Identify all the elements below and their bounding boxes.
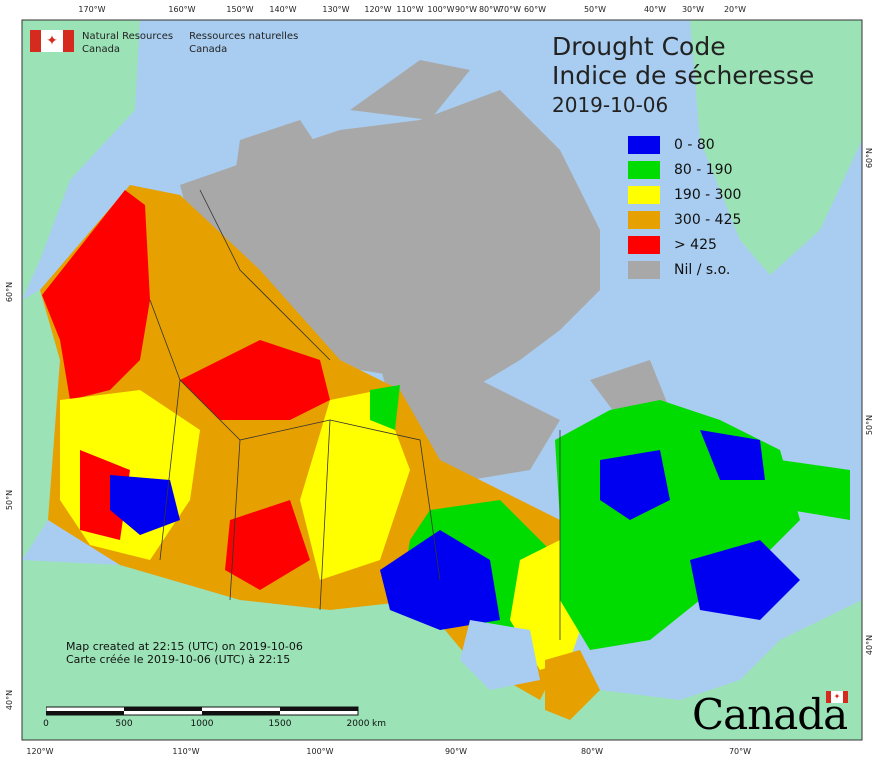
legend-item: Nil / s.o. [628, 257, 741, 282]
zone-80-190-hudson [370, 385, 400, 430]
tick-label: 50°N [5, 490, 14, 510]
legend-label: > 425 [674, 236, 717, 253]
scale-bar-graphic [45, 706, 359, 716]
zone-gt-425-bc [80, 450, 130, 540]
legend-item: 190 - 300 [628, 182, 741, 207]
map-title-en: Drought Code [552, 32, 726, 61]
great-lakes [460, 620, 540, 690]
map-border [21, 19, 863, 741]
agency-name-fr: Ressources naturelles Canada [189, 31, 299, 55]
scale-label: 2000 [346, 719, 370, 729]
legend-label: 0 - 80 [674, 136, 715, 153]
scale-unit: km [372, 719, 386, 729]
tick-label: 60°N [5, 282, 14, 302]
left-axis: 60°N 50°N 40°N [5, 282, 14, 710]
map-notes: Map created at 22:15 (UTC) on 2019-10-06… [66, 640, 303, 666]
legend-label: 190 - 300 [674, 186, 742, 203]
top-axis: 170°W 160°W 150°W 140°W 130°W 120°W 110°W 100°W… [78, 5, 746, 14]
tick-label: 80°W [581, 747, 603, 756]
map-title-fr: Indice de sécheresse [552, 61, 815, 90]
legend-swatch [628, 260, 660, 279]
tick-label: 50°N [865, 415, 874, 435]
zone-gt-425-prairie [225, 500, 310, 590]
scale-bar: 0 500 1000 1500 2000 km [43, 704, 386, 729]
legend: 0 - 80 80 - 190 190 - 300 300 - 425 > 425 Nil… [628, 132, 741, 282]
provincial-boundaries [149, 189, 561, 640]
tick-label: 30°W [682, 5, 704, 14]
land-greenland [690, 20, 862, 275]
tick-label: 120°W [364, 5, 391, 14]
legend-item: > 425 [628, 232, 741, 257]
tick-label: 60°N [865, 148, 874, 168]
tick-label: 120°W [26, 747, 53, 756]
tick-label: 100°W [306, 747, 333, 756]
zone-gt-425-central [180, 340, 330, 420]
zone-0-80-quebec [600, 450, 670, 520]
legend-item: 80 - 190 [628, 157, 741, 182]
legend-label: 300 - 425 [674, 211, 742, 228]
tick-label: 80°W [479, 5, 501, 14]
map-date: 2019-10-06 [552, 93, 669, 117]
zone-0-80-labrador [700, 430, 765, 480]
canada-flag-icon: ✦ [30, 30, 74, 52]
tick-label: 130°W [322, 5, 349, 14]
zone-0-80-maritimes [690, 540, 800, 620]
tick-label: 40°W [644, 5, 666, 14]
legend-item: 300 - 425 [628, 207, 741, 232]
legend-swatch [628, 210, 660, 229]
scale-label: 1000 [190, 719, 214, 729]
note-fr: Carte créée le 2019-10-06 (UTC) à 22:15 [66, 653, 291, 666]
tick-label: 50°W [584, 5, 606, 14]
legend-swatch [628, 160, 660, 179]
scale-label: 0 [43, 719, 49, 729]
tick-label: 40°N [865, 635, 874, 655]
legend-swatch [628, 185, 660, 204]
zone-0-80-bc [110, 475, 180, 535]
tick-label: 60°W [524, 5, 546, 14]
tick-label: 110°W [396, 5, 423, 14]
tick-label: 110°W [172, 747, 199, 756]
legend-swatch [628, 135, 660, 154]
tick-label: 150°W [226, 5, 253, 14]
tick-label: 20°W [724, 5, 746, 14]
legend-label: 80 - 190 [674, 161, 733, 178]
tick-label: 70°W [499, 5, 521, 14]
tick-label: 160°W [168, 5, 195, 14]
canada-wordmark: Canada [692, 690, 848, 739]
land-usa [22, 560, 862, 740]
tick-label: 70°W [729, 747, 751, 756]
agency-name-en: Natural Resources Canada [82, 31, 174, 55]
land-alaska-coast [22, 290, 60, 560]
bottom-axis: 120°W 110°W 100°W 90°W 80°W 70°W [26, 747, 751, 756]
tick-label: 140°W [269, 5, 296, 14]
land-alaska-west [22, 20, 140, 300]
tick-label: 170°W [78, 5, 105, 14]
scale-label: 500 [115, 719, 133, 729]
tick-label: 40°N [5, 690, 14, 710]
wordmark-flag-icon: ✦ [826, 691, 848, 703]
scale-label: 1500 [268, 719, 292, 729]
zone-gt-425-north [42, 190, 150, 400]
zone-80-190-newfoundland [780, 460, 850, 520]
tick-label: 90°W [445, 747, 467, 756]
tick-label: 100°W [427, 5, 454, 14]
note-en: Map created at 22:15 (UTC) on 2019-10-06 [66, 640, 303, 653]
tick-label: 90°W [455, 5, 477, 14]
zone-300-425-south-ontario [545, 650, 600, 720]
legend-swatch [628, 235, 660, 254]
arctic-island [235, 120, 330, 190]
legend-item: 0 - 80 [628, 132, 741, 157]
zone-190-300-central [300, 390, 410, 580]
agency-signature: ✦ Natural Resources Canada Ressources na… [30, 30, 298, 56]
legend-label: Nil / s.o. [674, 261, 731, 278]
right-axis: 60°N 50°N 40°N [865, 148, 874, 655]
arctic-island-north [350, 60, 470, 120]
